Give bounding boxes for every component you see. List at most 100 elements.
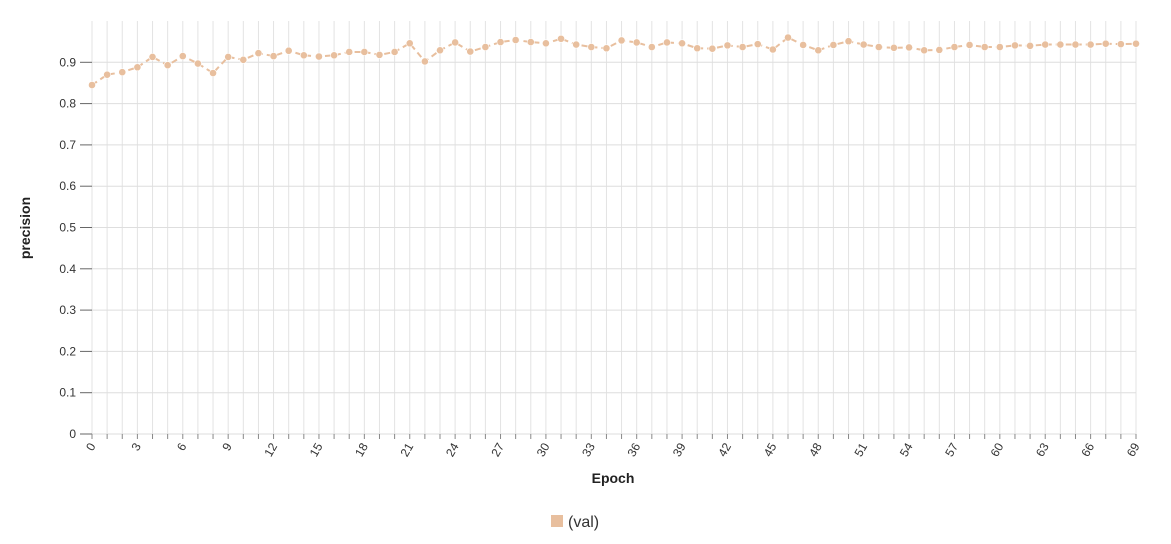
x-tick-label: 15 (307, 440, 326, 459)
data-point[interactable] (88, 81, 96, 89)
data-point[interactable] (905, 43, 913, 52)
data-point[interactable] (466, 47, 475, 56)
data-point[interactable] (723, 41, 732, 50)
data-point[interactable] (451, 38, 460, 47)
data-point[interactable] (829, 41, 838, 49)
data-point[interactable] (163, 61, 172, 70)
data-point[interactable] (1086, 40, 1095, 49)
data-point[interactable] (1132, 39, 1140, 48)
data-point[interactable] (436, 46, 444, 55)
y-tick-label: 0.7 (59, 138, 76, 152)
data-point[interactable] (965, 41, 974, 49)
data-point[interactable] (814, 46, 823, 55)
data-point[interactable] (209, 69, 217, 77)
data-point[interactable] (753, 40, 762, 49)
data-point[interactable] (587, 43, 596, 51)
data-point[interactable] (542, 39, 550, 48)
data-point[interactable] (405, 39, 414, 48)
data-point[interactable] (148, 53, 157, 61)
data-point[interactable] (224, 53, 233, 61)
data-point[interactable] (663, 38, 671, 47)
x-tick-label: 33 (579, 440, 598, 459)
data-point[interactable] (557, 34, 565, 43)
data-point[interactable] (345, 48, 354, 56)
data-point[interactable] (390, 48, 399, 56)
x-tick-label: 30 (534, 440, 553, 459)
data-point[interactable] (738, 43, 747, 51)
data-point[interactable] (647, 43, 656, 51)
data-point[interactable] (360, 48, 369, 56)
data-point[interactable] (1011, 41, 1019, 50)
data-point[interactable] (950, 43, 959, 51)
data-point[interactable] (1056, 40, 1065, 49)
data-point[interactable] (269, 52, 278, 61)
x-tick-label: 27 (488, 440, 507, 459)
data-point[interactable] (980, 43, 989, 51)
data-point[interactable] (330, 51, 338, 60)
data-point[interactable] (799, 41, 808, 49)
data-point[interactable] (315, 52, 323, 61)
data-point[interactable] (299, 51, 308, 60)
x-tick-label: 21 (398, 440, 417, 459)
data-point[interactable] (920, 46, 929, 55)
data-point[interactable] (1026, 41, 1034, 50)
y-axis-title: precision (17, 197, 33, 259)
data-point[interactable] (874, 43, 883, 51)
y-tick-label: 0.1 (59, 386, 76, 400)
data-point[interactable] (708, 44, 717, 53)
data-point[interactable] (133, 63, 142, 72)
x-tick-label: 69 (1124, 440, 1143, 459)
x-tick-label: 63 (1033, 440, 1052, 459)
data-point[interactable] (935, 46, 944, 54)
data-point[interactable] (284, 46, 293, 55)
y-tick-label: 0.3 (59, 303, 76, 317)
data-point[interactable] (890, 43, 898, 52)
data-point[interactable] (481, 43, 490, 51)
data-point[interactable] (420, 57, 429, 66)
data-point[interactable] (632, 38, 641, 47)
data-point[interactable] (859, 40, 868, 49)
x-tick-label: 39 (670, 440, 689, 459)
y-tick-label: 0.8 (59, 97, 76, 111)
x-axis-title: Epoch (592, 470, 635, 486)
data-point[interactable] (103, 70, 112, 79)
data-point[interactable] (693, 44, 702, 53)
data-point[interactable] (768, 45, 777, 54)
legend-label: (val) (568, 514, 599, 531)
x-tick-label: 6 (174, 440, 190, 453)
data-point[interactable] (617, 36, 626, 45)
data-point[interactable] (526, 38, 535, 46)
data-point[interactable] (511, 36, 520, 44)
y-tick-label: 0.6 (59, 179, 76, 193)
data-point[interactable] (375, 50, 384, 59)
y-tick-label: 0.4 (59, 262, 76, 276)
data-point[interactable] (602, 44, 611, 53)
y-tick-label: 0.2 (59, 344, 76, 358)
data-point[interactable] (995, 43, 1004, 51)
x-tick-label: 0 (83, 440, 99, 453)
data-point[interactable] (1071, 40, 1080, 49)
data-point[interactable] (118, 68, 127, 77)
data-point[interactable] (496, 38, 505, 46)
x-tick-label: 9 (219, 440, 235, 453)
x-tick-label: 18 (352, 440, 371, 459)
x-tick-label: 24 (443, 440, 462, 459)
data-point[interactable] (194, 59, 202, 68)
data-point[interactable] (239, 55, 248, 64)
data-point[interactable] (1116, 40, 1125, 49)
y-tick-label: 0.5 (59, 221, 76, 235)
legend[interactable]: (val) (551, 514, 599, 531)
grid (91, 21, 1137, 435)
x-tick-label: 36 (624, 440, 643, 459)
data-point[interactable] (784, 33, 792, 42)
data-point[interactable] (254, 49, 263, 58)
x-tick-label: 57 (942, 440, 961, 459)
data-point[interactable] (572, 40, 581, 49)
data-point[interactable] (844, 37, 853, 46)
data-point[interactable] (1041, 40, 1050, 49)
data-point[interactable] (1101, 39, 1110, 48)
data-point[interactable] (178, 52, 187, 61)
data-point[interactable] (678, 39, 686, 48)
